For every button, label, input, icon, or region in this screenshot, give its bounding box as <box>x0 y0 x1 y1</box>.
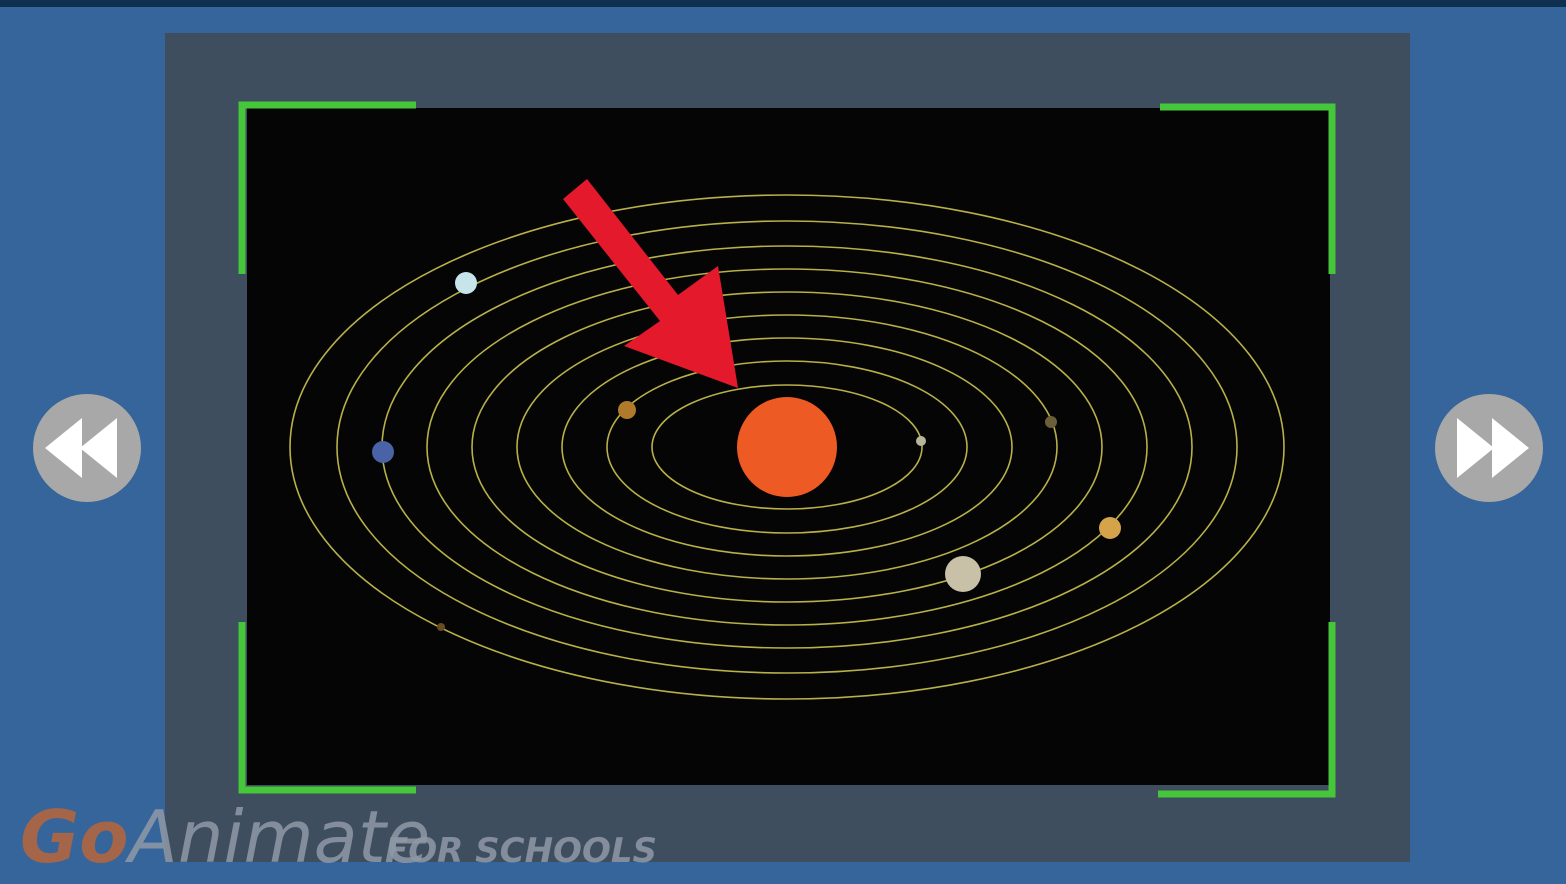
brand-prefix: Go <box>20 795 129 879</box>
planet <box>372 441 394 463</box>
planet <box>945 556 981 592</box>
page: GoAnimate FOR SCHOOLS (() => { const dat… <box>0 0 1566 884</box>
planet <box>916 436 926 446</box>
planet <box>437 623 445 631</box>
rewind-button[interactable] <box>33 394 141 502</box>
planet <box>455 272 477 294</box>
fast-forward-button[interactable] <box>1435 394 1543 502</box>
planet <box>618 401 636 419</box>
sun <box>737 397 837 497</box>
planet <box>1099 517 1121 539</box>
brand-logo: GoAnimate <box>20 795 430 879</box>
top-bar <box>0 0 1566 7</box>
player: GoAnimate FOR SCHOOLS <box>0 0 1566 884</box>
planet <box>1045 416 1057 428</box>
brand-tagline: FOR SCHOOLS <box>385 831 657 871</box>
